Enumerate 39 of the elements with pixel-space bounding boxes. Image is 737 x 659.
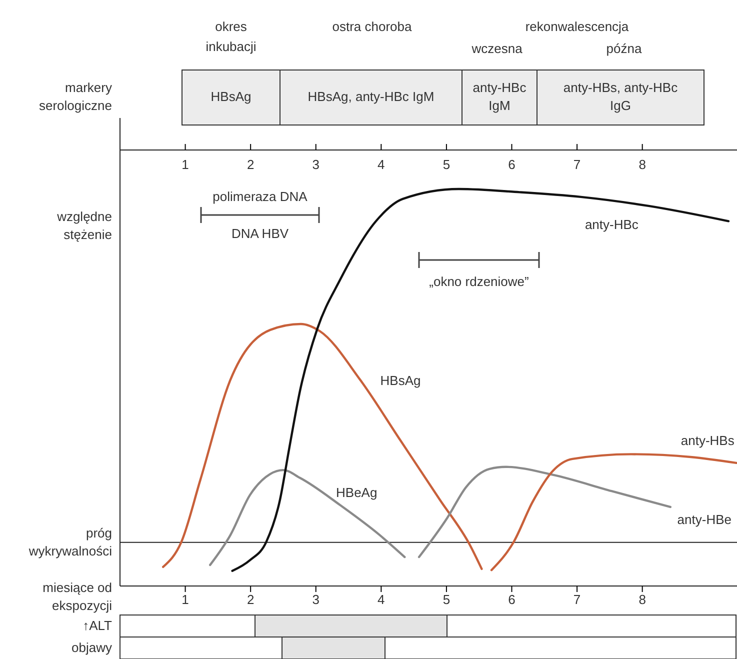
text: ↑ALT [82,618,112,633]
x-tick-label: 2 [246,157,254,172]
text: HBsAg, anty-HBc IgM [308,89,434,104]
x-tick-label: 7 [573,157,581,172]
x-axis-title: miesiące od ekspozycji [42,580,112,613]
y-axis-title: względne stężenie [56,209,112,242]
text: markery serologiczne [39,80,112,113]
x2-tick-label: 7 [573,592,581,608]
series-label: anty-HBs [680,432,735,448]
text: HBsAg [210,89,252,104]
x2-tick-label: 4 [378,592,385,608]
text: okres inkubacji [206,19,256,54]
x-tick-label: 4 [378,157,385,172]
ref-line-label: próg wykrywalności [28,525,112,558]
text: rekonwalescencja [525,19,630,34]
text: wczesna [470,41,524,56]
x2-tick-label: 5 [442,592,450,608]
x-tick-label: 5 [442,157,450,172]
x2-tick-label: 8 [638,592,646,608]
x-tick-label: 8 [638,157,646,172]
text: anty-HBs, anty-HBc IgG [563,80,678,113]
x2-tick-label: 6 [508,592,516,608]
x2-tick-label: 3 [312,592,320,608]
annotation: „okno rdzeniowe” [429,274,529,289]
text: późna [606,41,642,56]
x-tick-label: 3 [312,157,320,172]
x2-tick-label: 2 [246,592,254,608]
series-label: anty-HBe [677,512,732,527]
text: objawy [72,640,112,655]
text: ostra choroba [332,19,413,34]
series-label: HBsAg [380,372,421,388]
text: anty-HBc IgM [472,80,527,113]
x2-tick-label: 1 [182,592,189,608]
x-tick-label: 1 [182,157,189,172]
annotation: DNA HBV [231,226,289,241]
annotation: polimeraza DNA [212,189,308,204]
series-label: HBeAg [336,485,378,500]
series-label: anty-HBc [584,216,639,232]
x-tick-label: 6 [508,157,516,172]
